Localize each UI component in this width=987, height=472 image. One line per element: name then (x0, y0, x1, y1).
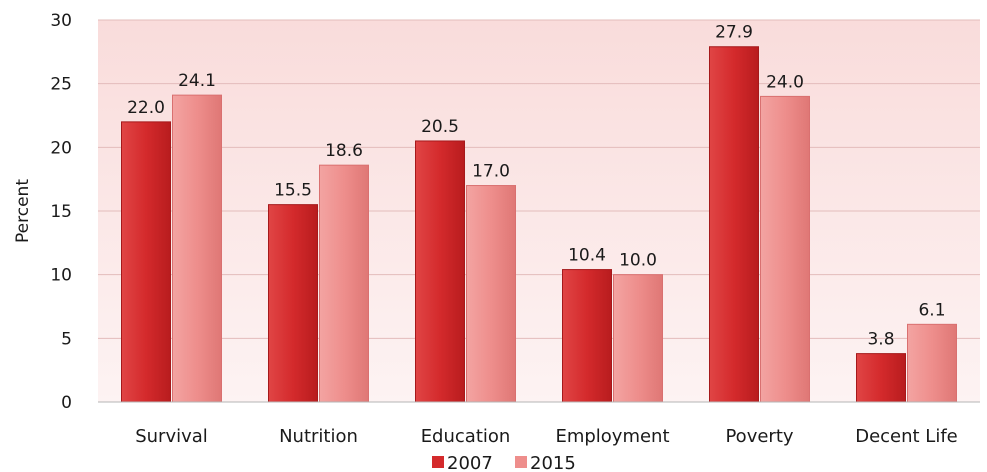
data-label: 18.6 (325, 141, 363, 161)
y-tick-label: 30 (50, 11, 72, 31)
x-tick-label: Poverty (725, 426, 793, 447)
y-tick-label: 5 (61, 329, 72, 349)
bar-2007-survival (121, 121, 171, 403)
data-labels: 22.0 24.1 15.5 18.6 20.5 17.0 10.4 10.0 27.9 24.0… (127, 23, 945, 350)
bar-2007-employment (562, 269, 612, 403)
bar-2015-education (466, 185, 516, 403)
bar-2015-nutrition (319, 164, 369, 403)
x-tick-label: Employment (555, 426, 669, 447)
x-tick-label: Survival (135, 426, 208, 447)
bar-2015-decent-life (907, 323, 957, 403)
bar-2007-decent-life (856, 353, 906, 403)
data-label: 10.0 (619, 251, 657, 271)
bar-2007-education (415, 140, 465, 403)
y-tick-label: 0 (61, 393, 72, 413)
data-label: 6.1 (918, 300, 945, 320)
x-tick-label: Education (421, 426, 511, 447)
bar-2007-nutrition (268, 204, 318, 403)
y-tick-label: 10 (50, 266, 72, 286)
bar-2015-survival (172, 94, 222, 403)
y-axis-ticks: 0 5 10 15 20 25 30 (50, 11, 72, 413)
bars (121, 46, 957, 403)
bar-2015-employment (613, 274, 663, 403)
data-label: 20.5 (421, 117, 459, 137)
data-label: 24.0 (766, 72, 804, 92)
y-tick-label: 15 (50, 202, 72, 222)
legend: 2007 2015 (432, 453, 576, 472)
data-label: 24.1 (178, 71, 216, 91)
bar-2015-poverty (760, 95, 810, 403)
data-label: 22.0 (127, 98, 165, 118)
data-label: 3.8 (867, 330, 894, 350)
gridlines (98, 19, 980, 339)
legend-label-2007: 2007 (447, 453, 493, 472)
y-tick-label: 20 (50, 138, 72, 158)
legend-label-2015: 2015 (530, 453, 576, 472)
x-tick-label: Decent Life (855, 426, 958, 447)
data-label: 15.5 (274, 181, 312, 201)
legend-swatch-2015 (515, 456, 527, 468)
bar-2007-poverty (709, 46, 759, 403)
data-label: 17.0 (472, 162, 510, 182)
x-tick-label: Nutrition (279, 426, 358, 447)
y-axis-title: Percent (13, 179, 33, 243)
y-tick-label: 25 (50, 75, 72, 95)
x-axis-labels: Survival Nutrition Education Employment Pove… (135, 426, 958, 447)
data-label: 27.9 (715, 23, 753, 43)
data-label: 10.4 (568, 246, 606, 266)
legend-swatch-2007 (432, 456, 444, 468)
